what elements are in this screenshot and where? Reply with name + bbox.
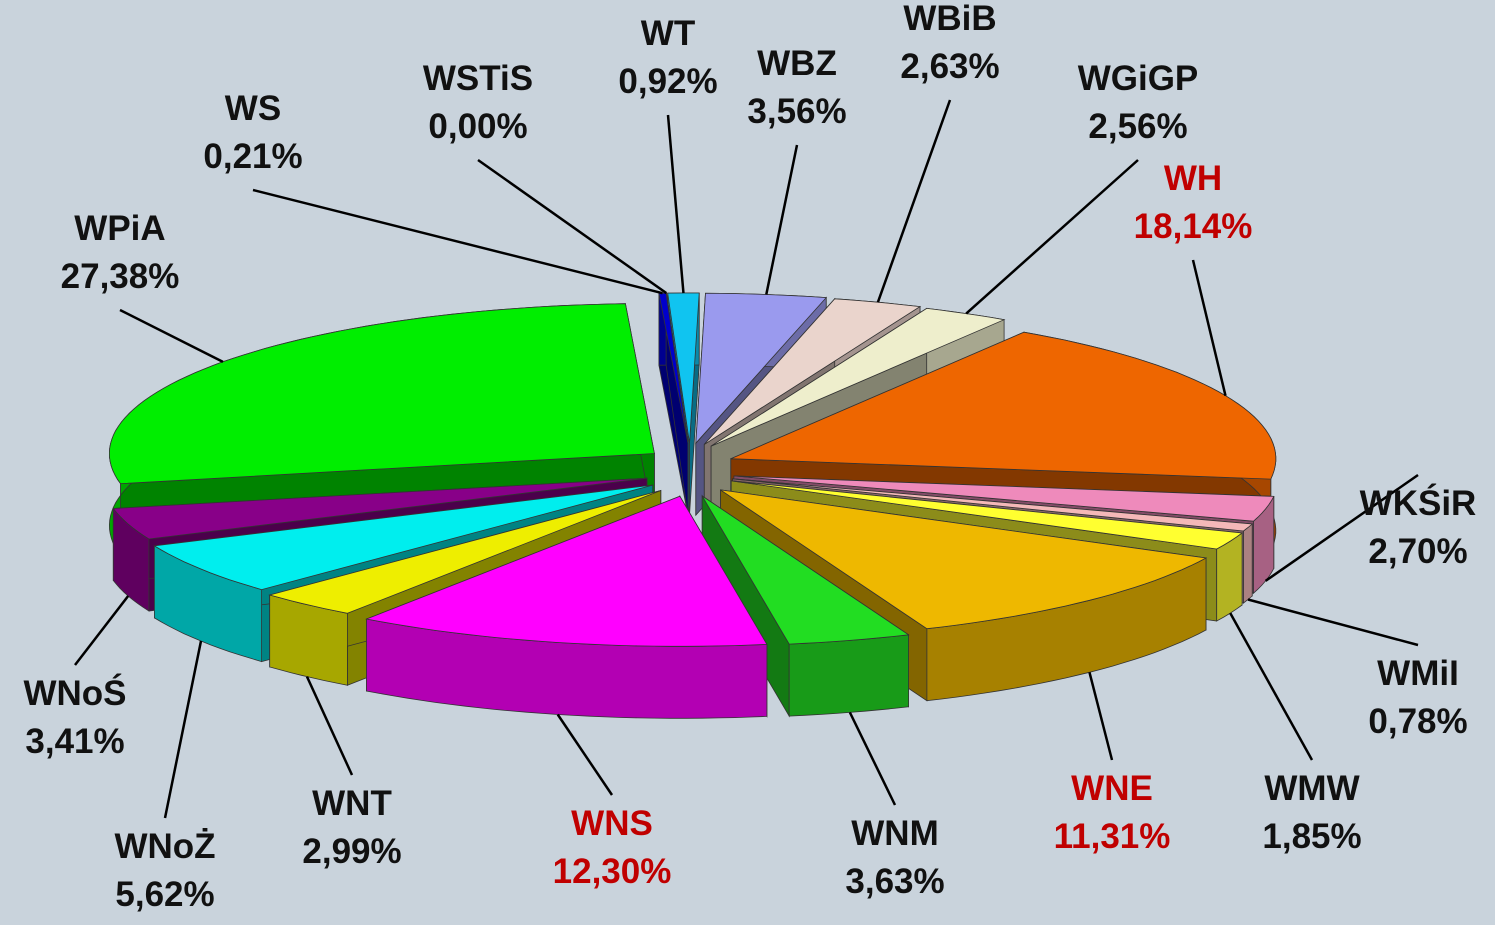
- slice-value-label: 0,92%: [618, 62, 717, 101]
- leader-line: [1247, 598, 1419, 647]
- slice-value-label: 3,41%: [25, 722, 124, 761]
- slice-value-label: 11,31%: [1054, 817, 1171, 856]
- slice-label: WNM: [851, 814, 938, 853]
- slice-value-label: 5,62%: [115, 875, 214, 914]
- slice-label: WPiA: [74, 209, 165, 248]
- slice-label: WT: [641, 14, 695, 53]
- leader-line: [477, 158, 668, 295]
- leader-line: [305, 676, 354, 776]
- leader-line: [876, 99, 952, 303]
- leader-line: [848, 711, 897, 806]
- leader-line: [74, 595, 130, 666]
- leader-line: [666, 114, 685, 294]
- slice-value-label: 0,00%: [428, 107, 527, 146]
- slice-label: WKŚiR: [1360, 483, 1477, 523]
- slice-label: WS: [225, 89, 281, 128]
- slice-value-label: 2,70%: [1368, 532, 1467, 571]
- leader-line: [119, 308, 224, 363]
- slice-label: WNS: [571, 804, 653, 843]
- slice-label: WSTiS: [423, 59, 533, 98]
- slice-top: [731, 480, 1244, 550]
- slice-label: WBZ: [757, 44, 837, 83]
- pie: [108, 292, 1277, 719]
- leader-line: [252, 188, 663, 295]
- slice-value-label: 0,21%: [203, 137, 302, 176]
- slice-top: [695, 292, 828, 445]
- slice-value-label: 3,63%: [845, 862, 944, 901]
- slice-top: [268, 490, 661, 614]
- slice-label: WH: [1164, 159, 1222, 198]
- leader-line: [1088, 671, 1114, 761]
- slice-value-label: 18,14%: [1134, 207, 1253, 246]
- slice: [365, 494, 768, 719]
- leader-line: [965, 159, 1139, 315]
- slice-side: [1243, 523, 1253, 604]
- leader-line: [163, 640, 203, 819]
- slice-top: [108, 303, 655, 485]
- slice-label: WNT: [312, 784, 392, 823]
- slice-value-label: 3,56%: [747, 92, 846, 131]
- leader-line: [556, 713, 614, 796]
- slice-top: [701, 495, 910, 645]
- slice-value-label: 0,78%: [1368, 702, 1467, 741]
- slice: [701, 494, 910, 718]
- slice-top: [365, 495, 768, 647]
- slice-value-label: 2,56%: [1088, 107, 1187, 146]
- slice-top: [153, 484, 653, 591]
- labels: WT 0,92% WBZ 3,56% WBiB 2,63% WGiGP 2,56% WH 18,1…: [23, 0, 1476, 914]
- slice-label: WBiB: [903, 0, 996, 38]
- leader-line: [765, 144, 799, 295]
- slice-label: WNE: [1071, 769, 1153, 808]
- slice-top: [733, 475, 1275, 522]
- slice-label: WNoŻ: [114, 827, 215, 866]
- slice-value-label: 12,30%: [553, 852, 672, 891]
- leader-line: [1229, 612, 1314, 761]
- slice-top: [710, 307, 1006, 447]
- slice-value-label: 2,99%: [302, 832, 401, 871]
- slice-value-label: 2,63%: [900, 47, 999, 86]
- leader-line: [1264, 473, 1419, 582]
- slice-top: [730, 331, 1277, 480]
- slice-label: WMiI: [1377, 654, 1459, 693]
- slice-top: [720, 489, 1208, 630]
- slice-value-label: 27,38%: [61, 257, 180, 296]
- slice-side: [788, 634, 909, 717]
- slice-label: WNoŚ: [23, 673, 126, 713]
- slice-top: [112, 477, 648, 540]
- slice-top: [732, 478, 1254, 532]
- leader-line: [1191, 259, 1227, 396]
- slice-value-label: 1,85%: [1262, 817, 1361, 856]
- slice-label: WGiGP: [1078, 59, 1199, 98]
- slice-label: WMW: [1264, 769, 1359, 808]
